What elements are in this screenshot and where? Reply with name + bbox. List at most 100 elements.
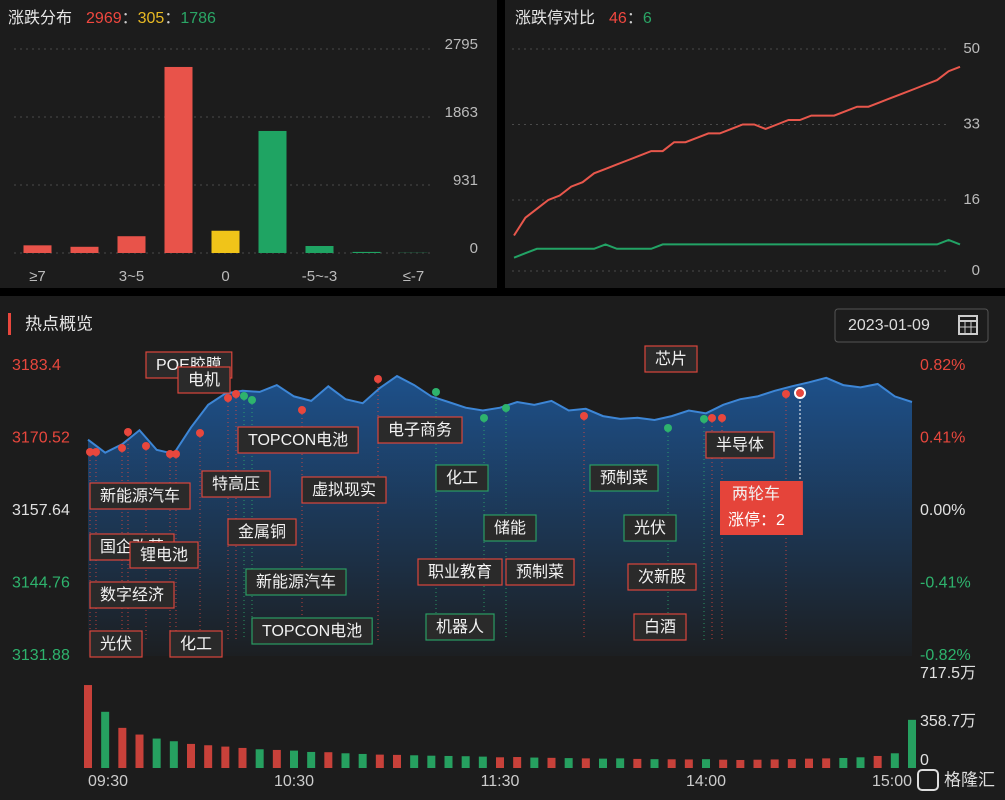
title: 涨跌分布 [8,9,72,27]
count: 46 [609,10,627,27]
count: 1786 [180,10,216,27]
hotspot-label: 虚拟现实 [312,481,376,499]
hotspot-box [245,568,347,596]
y-tick-label: 3170.52 [12,430,70,447]
hotspot-label: 预制菜 [600,469,648,487]
event-dot [374,375,382,383]
hotspot-label: 光伏 [100,635,132,653]
hotspot-label: 白酒 [644,618,676,636]
y-tick-label: 0 [972,262,980,279]
hotspot-label: 金属铜 [238,523,286,541]
hotspot-box [237,426,359,454]
bar [258,130,287,253]
bar [211,230,240,253]
volume-bar [444,755,453,768]
panel-title: 涨跌停对比 46：6 [515,9,652,27]
hotspot: 光伏 [89,630,143,658]
event-dot [224,394,232,402]
volume-bar [393,754,401,768]
bar [305,245,334,253]
hotspot-box [377,416,463,444]
volume-bar [547,757,556,768]
volume-tick-label: 717.5万 [920,665,976,682]
y-tick-label: 16 [963,191,980,208]
volume-bar [187,743,195,768]
line [513,238,961,259]
hotspot-detail: 涨停：2 [728,511,785,529]
line [513,65,961,237]
hotspot: 锂电池 [129,541,199,569]
date-picker[interactable]: 2023-01-09 [834,308,989,343]
panel [505,0,1005,288]
hotspot-label: 新能源汽车 [256,573,336,591]
calendar-icon[interactable] [958,315,978,335]
y2-tick-label: 0.00% [920,502,965,519]
volume-bar [908,719,916,768]
y-tick-label: 2795 [445,36,478,53]
event-dot [196,429,204,437]
volume-bar [375,754,384,768]
volume-bar [341,753,350,768]
count: 6 [643,10,652,27]
volume-bar [238,747,247,768]
date-box[interactable] [834,308,989,343]
hotspot-box [89,581,175,609]
hotspot-box [705,431,775,459]
event-dot [502,404,510,412]
hotspot: 新能源汽车 [245,568,347,596]
y-tick-label: 33 [963,115,980,132]
cursor-dot [794,387,806,399]
volume-bar [805,758,813,768]
volume-bar [118,727,127,768]
y2-tick-label: 0.82% [920,357,965,374]
hotspot-label: 电机 [188,371,220,389]
panel [0,0,497,288]
date[interactable]: 2023-01-09 [848,317,930,334]
hotspot: TOPCON电池 [251,617,373,645]
hotspot-box [417,558,503,586]
hotspot-label: 预制菜 [516,563,564,581]
hotspot-label: 化工 [180,635,212,653]
hotspot: TOPCON电池 [237,426,359,454]
event-dot [86,448,94,456]
hotspot-label: TOPCON电池 [248,431,348,449]
logo-icon [917,769,939,791]
hotspot-label: 职业教育 [428,563,492,581]
event-dot [124,428,132,436]
hotspot: 芯片 [644,345,698,373]
hotspot-label: 锂电池 [140,546,188,564]
hotspot-label: 化工 [446,469,478,487]
volume-bar [633,758,642,768]
hotspot-box [89,630,143,658]
hotspot-box [425,613,495,641]
separator: ： [164,10,180,27]
hotspot-box [483,514,537,542]
hotspot: 储能 [483,514,537,542]
hotspot-label: 芯片 [655,350,687,368]
hotspot: 次新股 [627,563,697,591]
volume-bar [702,759,710,768]
volume-bar [787,759,796,768]
x-tick-label: 10:30 [274,773,314,790]
volume-bar [152,738,161,768]
volume-bar [496,757,504,768]
x-tick-label: ≥7 [29,268,46,285]
bar [164,66,193,253]
volume-bar [135,734,144,768]
panel-title: 热点概览 [25,314,93,333]
volume-bar [719,759,728,768]
volume-bar [650,759,659,768]
event-dot [432,388,440,396]
volume-bar [530,757,539,768]
volume-bar [84,685,92,768]
volume-bar [856,757,865,768]
hotspot: 预制菜 [589,464,659,492]
hotspot-box [201,470,271,498]
volume-bar [822,758,831,768]
x-tick-label: -5~-3 [302,268,337,285]
volume-bar [169,741,178,768]
y-tick-label: 1863 [445,104,478,121]
volume-bar [684,759,693,768]
volume-bar [616,758,625,768]
